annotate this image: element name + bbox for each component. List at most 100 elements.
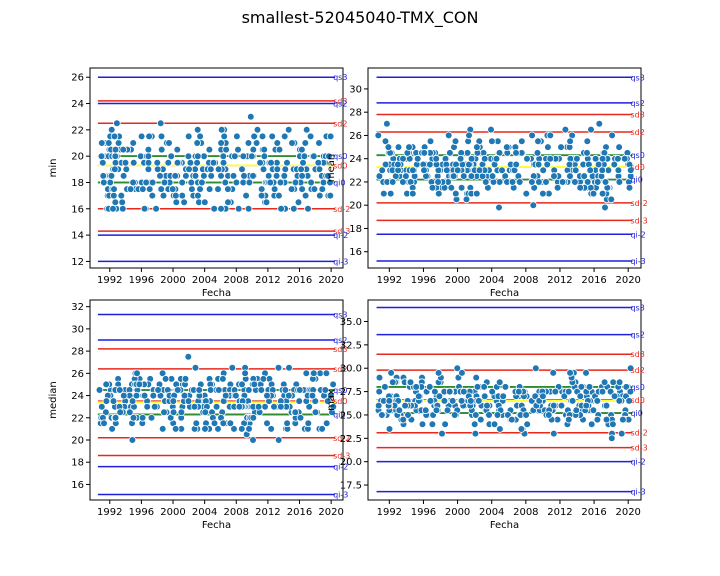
y-tick-label: 12 (71, 257, 84, 268)
y-tick-label: 22 (349, 177, 362, 188)
x-axis-label: Fecha (490, 520, 519, 531)
data-point (156, 172, 164, 180)
data-point (476, 415, 485, 424)
data-point (276, 178, 285, 187)
data-point (609, 420, 617, 429)
data-point (314, 158, 323, 167)
y-tick-label: 35.0 (340, 317, 362, 328)
data-point (620, 154, 629, 163)
plot-frame (89, 67, 344, 269)
data-point (145, 185, 154, 193)
data-point (285, 363, 293, 372)
reference-label-qs3: qs3 (630, 303, 644, 312)
data-point (601, 178, 610, 186)
data-point (111, 152, 120, 161)
reference-label-qs2: qs2 (333, 100, 347, 109)
data-point (117, 191, 126, 200)
y-tick-label: 28 (71, 347, 84, 358)
data-point (245, 425, 253, 433)
data-point (150, 402, 159, 411)
data-point (493, 411, 502, 419)
data-point (188, 185, 196, 193)
data-point (453, 364, 462, 373)
data-point (294, 198, 303, 207)
data-point (239, 178, 248, 187)
data-point (626, 387, 635, 396)
data-point (481, 178, 490, 186)
reference-label-sd-3: sd-3 (630, 444, 647, 453)
data-point (315, 191, 324, 200)
reference-label-sd3: sd3 (630, 111, 644, 120)
data-point (388, 178, 397, 186)
data-point (619, 415, 627, 424)
data-point (443, 406, 452, 415)
data-point (184, 352, 193, 361)
data-point (539, 189, 547, 198)
data-point (492, 154, 501, 163)
data-point (145, 132, 153, 141)
data-point (153, 165, 162, 174)
data-point (256, 158, 264, 167)
data-point (180, 198, 188, 207)
data-point (144, 165, 153, 174)
data-point (456, 154, 465, 163)
data-point (194, 152, 202, 161)
data-point (626, 166, 635, 175)
data-point (381, 383, 389, 391)
data-point (432, 154, 441, 163)
data-point (219, 158, 228, 167)
data-point (102, 397, 111, 405)
data-point (270, 402, 278, 411)
data-point (98, 139, 106, 147)
data-point (233, 132, 241, 141)
data-point (572, 406, 581, 415)
data-point (228, 363, 237, 372)
data-point (192, 419, 201, 428)
data-point (470, 420, 479, 429)
data-point (178, 191, 187, 200)
data-point (465, 131, 473, 140)
plot-frame (89, 299, 344, 501)
data-point (107, 126, 116, 134)
data-point (546, 154, 554, 163)
data-point (301, 139, 310, 147)
y-tick-label: 26 (71, 73, 84, 84)
data-point (111, 158, 120, 167)
data-point (98, 402, 106, 411)
data-point (257, 386, 266, 394)
data-point (118, 198, 126, 207)
x-tick-label: 2000 (160, 275, 185, 286)
data-point (259, 165, 268, 174)
data-point (274, 436, 283, 444)
data-point (210, 419, 219, 428)
data-point (564, 387, 573, 396)
data-point (144, 152, 153, 161)
data-point (221, 391, 230, 400)
y-tick-label: 22.5 (340, 434, 362, 445)
x-tick-label: 2000 (160, 507, 185, 518)
data-point (399, 178, 407, 186)
data-point (229, 172, 238, 180)
reference-label-sd0: sd0 (333, 397, 347, 406)
y-tick-label: 24 (349, 154, 362, 165)
data-point (173, 145, 182, 154)
data-point (557, 401, 566, 410)
data-point (459, 172, 468, 180)
data-point (143, 402, 152, 411)
reference-label-sd-2: sd-2 (630, 429, 647, 438)
data-point (157, 132, 166, 141)
data-point (375, 387, 384, 396)
reference-label-sd2: sd2 (333, 365, 347, 374)
y-axis-label: max (326, 389, 337, 411)
data-point (583, 149, 591, 157)
reference-label-qs0: qs0 (630, 383, 644, 392)
data-point (534, 160, 543, 169)
data-point (326, 132, 335, 141)
data-point (324, 172, 332, 180)
data-point (318, 185, 327, 193)
x-tick-label: 2012 (255, 507, 280, 518)
data-point (272, 172, 281, 180)
data-point (535, 178, 543, 186)
reference-label-sd3: sd3 (630, 350, 644, 359)
